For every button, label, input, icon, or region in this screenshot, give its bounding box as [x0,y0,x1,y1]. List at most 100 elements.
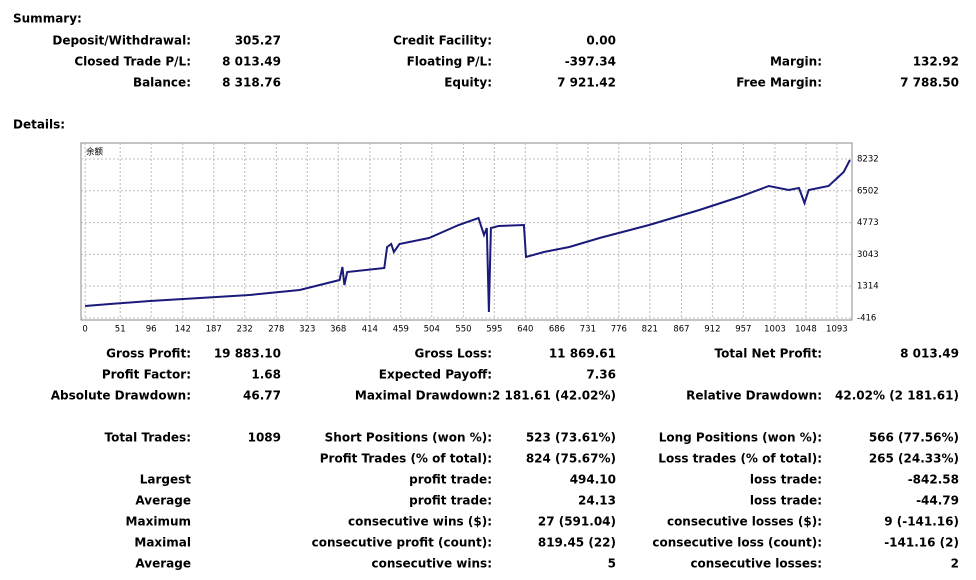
x-tick-label: 686 [549,325,565,335]
label: Maximal [134,536,191,550]
value: 305.27 [235,34,281,48]
x-tick-label: 278 [268,325,284,335]
value: 8 013.49 [900,347,959,361]
y-tick-label: 1314 [857,282,879,292]
label: consecutive losses ($): [667,515,822,529]
label: Gross Profit: [106,347,191,361]
value: 27 (591.04) [538,515,616,529]
x-tick-label: 595 [486,325,502,335]
value: -842.58 [908,473,959,487]
x-tick-label: 640 [517,325,533,335]
label: Average [135,494,191,508]
x-tick-label: 96 [146,325,157,335]
x-tick-label: 323 [299,325,315,335]
value: 11 869.61 [549,347,616,361]
label: Maximal Drawdown: [355,389,492,403]
x-tick-label: 1003 [764,325,786,335]
label: consecutive wins ($): [348,515,492,529]
label: consecutive loss (count): [652,536,822,550]
label: Floating P/L: [407,55,492,69]
label: Long Positions (won %): [659,431,822,445]
value: -397.34 [565,55,616,69]
label: Deposit/Withdrawal: [52,34,191,48]
value: -141.16 (2) [884,536,959,550]
value: 2 181.61 (42.02%) [492,389,616,403]
label: Relative Drawdown: [686,389,822,403]
x-tick-label: 368 [330,325,346,335]
label: Credit Facility: [393,34,492,48]
y-tick-label: 3043 [857,250,879,260]
label: Closed Trade P/L: [74,55,191,69]
value: 7 921.42 [557,76,616,90]
y-tick-label: 6502 [857,186,879,196]
value: 46.77 [243,389,281,403]
chart-label: 余额 [86,147,104,158]
value: 9 (-141.16) [884,515,959,529]
value: 24.13 [578,494,616,508]
x-tick-label: 912 [704,325,720,335]
label: profit trade: [409,473,492,487]
y-tick-label: 4773 [857,218,879,228]
label: consecutive profit (count): [312,536,492,550]
value: 824 (75.67%) [526,452,616,466]
x-tick-label: 550 [455,325,471,335]
value: 8 013.49 [222,55,281,69]
label: Profit Factor: [102,368,191,382]
value: 8 318.76 [222,76,281,90]
label: Total Trades: [104,431,191,445]
section-title: Details: [13,118,65,132]
value: 0.00 [586,34,616,48]
value: 265 (24.33%) [869,452,959,466]
x-tick-label: 504 [424,325,440,335]
x-tick-label: 1048 [795,325,817,335]
x-tick-label: 867 [673,325,689,335]
value: 5 [608,557,616,571]
balance-line [85,159,851,313]
value: 7.36 [586,368,616,382]
label: Maximum [126,515,191,529]
label: Free Margin: [736,76,822,90]
label: Largest [140,473,192,487]
value: 19 883.10 [214,347,281,361]
x-tick-label: 1093 [826,325,848,335]
value: -44.79 [916,494,959,508]
value: 819.45 (22) [538,536,616,550]
value: 7 788.50 [900,76,959,90]
value: 42.02% (2 181.61) [835,389,959,403]
label: loss trade: [750,494,822,508]
label: profit trade: [409,494,492,508]
label: Absolute Drawdown: [51,389,191,403]
x-tick-label: 0 [82,325,87,335]
value: 523 (73.61%) [526,431,616,445]
label: Equity: [444,76,492,90]
y-tick-label: -416 [857,313,876,323]
value: 1.68 [251,368,281,382]
x-tick-label: 414 [362,325,378,335]
x-tick-label: 776 [611,325,627,335]
section-title: Summary: [13,12,82,26]
x-tick-label: 142 [175,325,191,335]
label: Total Net Profit: [715,347,822,361]
x-tick-label: 459 [393,325,409,335]
x-tick-label: 821 [642,325,658,335]
y-tick-label: 8232 [857,154,879,164]
label: Balance: [133,76,191,90]
x-tick-label: 731 [580,325,596,335]
label: Average [135,557,191,571]
value: 566 (77.56%) [869,431,959,445]
x-tick-label: 232 [237,325,253,335]
label: consecutive losses: [690,557,822,571]
label: Short Positions (won %): [325,431,492,445]
chart-frame [80,142,853,321]
label: consecutive wins: [371,557,492,571]
label: Gross Loss: [415,347,492,361]
label: Expected Payoff: [379,368,492,382]
label: loss trade: [750,473,822,487]
value: 1089 [248,431,281,445]
value: 132.92 [913,55,959,69]
label: Margin: [770,55,822,69]
x-tick-label: 957 [735,325,751,335]
x-tick-label: 51 [115,325,126,335]
